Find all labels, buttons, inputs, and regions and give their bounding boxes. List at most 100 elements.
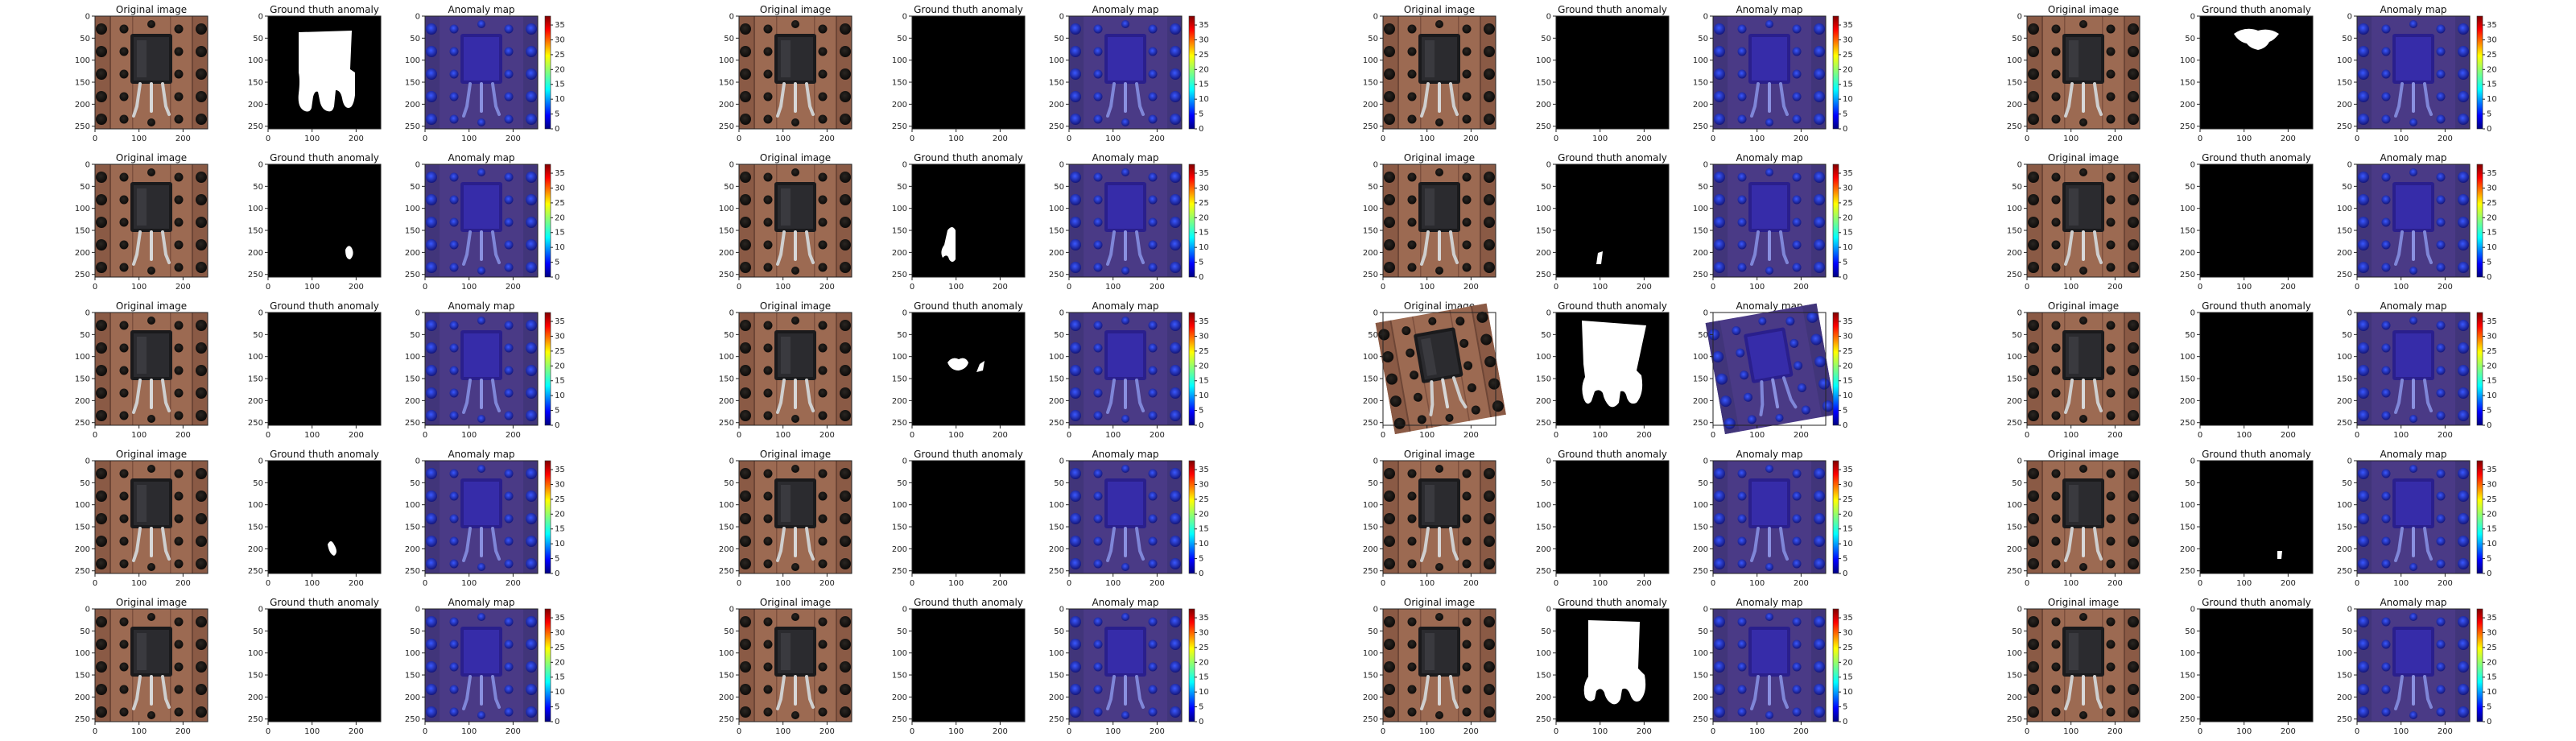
r1-g2-original-ytick-label: 200 xyxy=(1363,249,1378,258)
r4-g2-ground-truth-title: Ground thuth anomaly xyxy=(1558,597,1667,608)
r3-g3-anomaly-map-colorbar-tick-label: 5 xyxy=(2487,555,2491,564)
r3-g0-ground-truth-title: Ground thuth anomaly xyxy=(270,449,379,460)
r3-g2-ground-truth-xtick-label: 0 xyxy=(1554,579,1558,588)
r2-g0-ground-truth-xtick-label: 200 xyxy=(349,431,364,440)
r0-g2-original-ytick-label: 100 xyxy=(1363,56,1378,65)
r2-g3-original-ytick-label: 50 xyxy=(2012,331,2022,340)
r4-g3-anomaly-map-ytick-label: 0 xyxy=(2347,606,2352,615)
r1-g2-anomaly-map-ytick-label: 0 xyxy=(1703,161,1708,170)
r0-g1-anomaly-map-colorbar-tick-label: 15 xyxy=(1199,81,1209,89)
r4-g0-original-title: Original image xyxy=(116,597,187,608)
r1-g3-original-xtick-label: 100 xyxy=(2063,283,2079,292)
r4-g0-ground-truth-image xyxy=(267,608,382,722)
r4-g0-anomaly-map-ytick-label: 250 xyxy=(405,715,420,724)
r0-g3-original-image xyxy=(2025,14,2141,130)
r1-g3-ground-truth-xtick-label: 100 xyxy=(2236,283,2252,292)
r1-g0-original-panel: Original image xyxy=(93,152,209,279)
r3-g1-original-xtick-label: 200 xyxy=(819,579,835,588)
r4-g0-anomaly-map-image xyxy=(423,607,539,723)
r3-g3-anomaly-map-panel: Anomaly map xyxy=(2355,449,2471,575)
r3-g0-anomaly-map-colorbar-tick-label: 0 xyxy=(555,569,559,578)
r4-g0-anomaly-map-colorbar-tick-label: 30 xyxy=(555,628,565,637)
r4-g2-anomaly-map-colorbar-tick-label: 5 xyxy=(1843,703,1847,712)
r1-g3-anomaly-map-ytick-label: 150 xyxy=(2337,227,2352,236)
r0-g2-original-xtick-label: 200 xyxy=(1463,135,1479,143)
r4-g1-ground-truth-title: Ground thuth anomaly xyxy=(914,597,1023,608)
r2-g1-ground-truth-anomaly-mask xyxy=(976,361,985,372)
r1-g3-original-ytick-label: 50 xyxy=(2012,183,2022,192)
r0-g0-ground-truth-ytick-label: 100 xyxy=(248,56,263,65)
r0-g0-original-xtick-label: 0 xyxy=(93,135,97,143)
r1-g3-anomaly-map-colorbar-tick-label: 5 xyxy=(2487,259,2491,267)
r4-g2-anomaly-map-xtick-label: 100 xyxy=(1749,727,1765,736)
r2-g1-anomaly-map-colorbar-tick-label: 5 xyxy=(1199,407,1203,416)
r3-g3-original-image xyxy=(2025,459,2141,575)
r0-g1-original-ytick-label: 250 xyxy=(719,122,734,131)
r2-g2-anomaly-map-ytick-label: 100 xyxy=(1693,353,1708,362)
r4-g0-original-ytick-label: 50 xyxy=(80,627,90,636)
r0-g2-ground-truth-xtick-label: 200 xyxy=(1637,135,1652,143)
r1-g0-anomaly-map-xtick-label: 200 xyxy=(506,283,521,292)
r2-g1-ground-truth-ytick-label: 200 xyxy=(892,397,907,406)
r3-g3-original-ytick-label: 50 xyxy=(2012,479,2022,488)
r0-g3-ground-truth-title: Ground thuth anomaly xyxy=(2202,4,2311,15)
r0-g1-ground-truth-xtick-label: 100 xyxy=(948,135,964,143)
r4-g3-original-ytick-label: 200 xyxy=(2007,693,2022,702)
r4-g2-original-ytick-label: 150 xyxy=(1363,672,1378,681)
r2-g3-ground-truth-title: Ground thuth anomaly xyxy=(2202,300,2311,312)
r2-g0-anomaly-map-ytick-label: 150 xyxy=(405,375,420,384)
r2-g0-anomaly-map-colorbar-tick-label: 35 xyxy=(555,317,565,326)
r4-g0-original-image xyxy=(93,607,209,723)
r2-g3-original-ytick-label: 150 xyxy=(2007,375,2022,384)
r1-g0-original-ytick-label: 250 xyxy=(75,271,90,279)
r4-g1-ground-truth-xtick-label: 200 xyxy=(993,727,1008,736)
r0-g2-anomaly-map-colorbar-tick-label: 25 xyxy=(1843,51,1853,60)
r3-g3-anomaly-map-colorbar-tick-label: 25 xyxy=(2487,495,2497,504)
r1-g0-ground-truth-xtick-label: 100 xyxy=(304,283,320,292)
r1-g0-anomaly-map-colorbar-tick-label: 25 xyxy=(555,199,565,208)
r3-g0-original-xtick-label: 200 xyxy=(175,579,191,588)
r3-g1-ground-truth-title: Ground thuth anomaly xyxy=(914,449,1023,460)
r4-g1-ground-truth-ytick-label: 100 xyxy=(892,649,907,658)
r4-g3-anomaly-map-panel: Anomaly map xyxy=(2355,597,2471,723)
r2-g2-original-xtick-label: 0 xyxy=(1381,431,1385,440)
r0-g3-original-panel: Original image xyxy=(2025,4,2141,130)
r3-g3-ground-truth-xtick-label: 200 xyxy=(2281,579,2296,588)
r4-g2-ground-truth-ytick-label: 100 xyxy=(1536,649,1551,658)
r2-g3-anomaly-map-colorbar-tick-label: 15 xyxy=(2487,377,2497,386)
r2-g0-original-xtick-label: 200 xyxy=(175,431,191,440)
r0-g1-anomaly-map-colorbar-tick-label: 30 xyxy=(1199,35,1209,44)
r2-g0-anomaly-map-ytick-label: 0 xyxy=(415,309,420,318)
r3-g2-original-ytick-label: 100 xyxy=(1363,501,1378,510)
r2-g1-ground-truth-ytick-label: 150 xyxy=(892,375,907,384)
r3-g3-ground-truth-ytick-label: 150 xyxy=(2180,524,2195,532)
r0-g3-original-title: Original image xyxy=(2048,4,2119,15)
r1-g0-ground-truth-ytick-label: 100 xyxy=(248,205,263,213)
r0-g2-anomaly-map-colorbar-tick-label: 35 xyxy=(1843,21,1853,30)
r1-g1-anomaly-map-xtick-label: 100 xyxy=(1105,283,1121,292)
r1-g2-ground-truth-ytick-label: 250 xyxy=(1536,271,1551,279)
r0-g1-anomaly-map-colorbar-tick-label: 10 xyxy=(1199,95,1209,104)
r2-g3-anomaly-map-ytick-label: 250 xyxy=(2337,419,2352,428)
r1-g0-ground-truth-title: Ground thuth anomaly xyxy=(270,152,379,164)
r3-g1-ground-truth-panel: Ground thuth anomaly xyxy=(911,449,1026,574)
r1-g1-original-image xyxy=(737,163,853,279)
r2-g3-original-panel: Original image xyxy=(2025,300,2141,427)
r3-g0-original-ytick-label: 50 xyxy=(80,479,90,488)
r4-g1-anomaly-map-xtick-label: 200 xyxy=(1150,727,1165,736)
r4-g2-anomaly-map-ytick-label: 250 xyxy=(1693,715,1708,724)
r3-g3-anomaly-map-title: Anomaly map xyxy=(2380,449,2446,460)
r1-g0-anomaly-map-colorbar-tick-label: 30 xyxy=(555,184,565,192)
r4-g3-ground-truth-ytick-label: 200 xyxy=(2180,693,2195,702)
r0-g1-anomaly-map-ytick-label: 150 xyxy=(1049,79,1064,88)
r2-g1-anomaly-map-colorbar-tick-label: 25 xyxy=(1199,347,1209,356)
r0-g1-anomaly-map-xtick-label: 0 xyxy=(1067,135,1071,143)
r4-g0-original-ytick-label: 0 xyxy=(85,606,90,615)
r0-g2-anomaly-map-panel: Anomaly map xyxy=(1711,4,1827,130)
r4-g0-anomaly-map-colorbar-tick-label: 0 xyxy=(555,718,559,727)
r4-g0-anomaly-map-title: Anomaly map xyxy=(448,597,514,608)
r1-g1-original-xtick-label: 100 xyxy=(775,283,791,292)
r0-g2-ground-truth-xtick-label: 100 xyxy=(1592,135,1608,143)
r3-g3-anomaly-map-image xyxy=(2355,459,2471,575)
r1-g3-anomaly-map-colorbar-tick-label: 35 xyxy=(2487,169,2497,178)
